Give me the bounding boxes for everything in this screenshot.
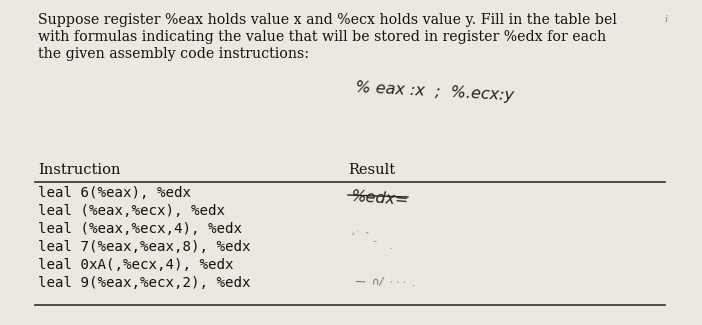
Text: Result: Result (348, 163, 395, 177)
Text: leal (%eax,%ecx), %edx: leal (%eax,%ecx), %edx (38, 204, 225, 218)
Text: %edx=: %edx= (350, 189, 409, 208)
Text: % eax :x  ;  %.ecx:y: % eax :x ; %.ecx:y (355, 80, 515, 103)
Text: Suppose register %eax holds value x and %ecx holds value y. Fill in the table be: Suppose register %eax holds value x and … (38, 13, 617, 27)
Text: ,·  -: ,· - (352, 226, 369, 237)
Text: leal (%eax,%ecx,4), %edx: leal (%eax,%ecx,4), %edx (38, 222, 242, 236)
Text: leal 9(%eax,%ecx,2), %edx: leal 9(%eax,%ecx,2), %edx (38, 276, 251, 290)
Text: —  ∩/  · · ·  .: — ∩/ · · · . (355, 276, 416, 288)
Text: leal 0xA(,%ecx,4), %edx: leal 0xA(,%ecx,4), %edx (38, 258, 234, 272)
Text: leal 6(%eax), %edx: leal 6(%eax), %edx (38, 186, 191, 200)
Text: i: i (665, 15, 668, 24)
Text: Instruction: Instruction (38, 163, 121, 177)
Text: leal 7(%eax,%eax,8), %edx: leal 7(%eax,%eax,8), %edx (38, 240, 251, 254)
Text: the given assembly code instructions:: the given assembly code instructions: (38, 47, 309, 61)
Text: with formulas indicating the value that will be stored in register %edx for each: with formulas indicating the value that … (38, 30, 606, 44)
Text: . .: . . (360, 193, 371, 203)
Text: ˉ    .: ˉ . (365, 241, 393, 251)
